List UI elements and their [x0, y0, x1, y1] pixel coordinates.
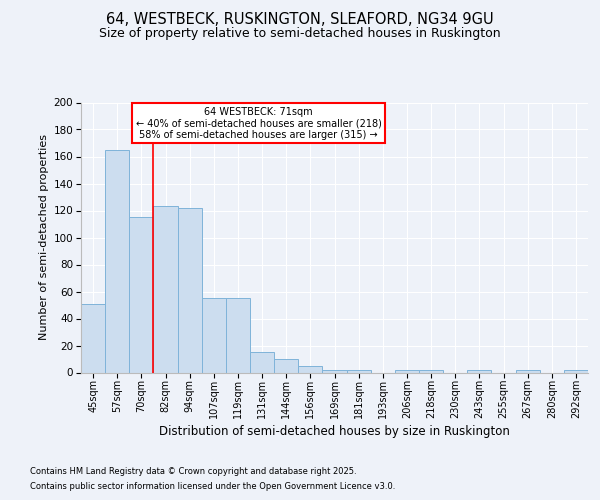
Bar [226, 298, 250, 372]
Bar [178, 208, 202, 372]
Text: Size of property relative to semi-detached houses in Ruskington: Size of property relative to semi-detach… [99, 28, 501, 40]
Bar [81, 304, 105, 372]
Y-axis label: Number of semi-detached properties: Number of semi-detached properties [40, 134, 49, 340]
Text: Contains public sector information licensed under the Open Government Licence v3: Contains public sector information licen… [30, 482, 395, 491]
Bar [515, 370, 540, 372]
Bar [347, 370, 371, 372]
Bar [395, 370, 419, 372]
Text: Contains HM Land Registry data © Crown copyright and database right 2025.: Contains HM Land Registry data © Crown c… [30, 467, 356, 476]
Bar [298, 366, 322, 372]
Bar [129, 217, 154, 372]
Bar [202, 298, 226, 372]
Bar [154, 206, 178, 372]
Bar [564, 370, 588, 372]
Text: 64, WESTBECK, RUSKINGTON, SLEAFORD, NG34 9GU: 64, WESTBECK, RUSKINGTON, SLEAFORD, NG34… [106, 12, 494, 28]
Bar [105, 150, 129, 372]
Bar [419, 370, 443, 372]
X-axis label: Distribution of semi-detached houses by size in Ruskington: Distribution of semi-detached houses by … [159, 425, 510, 438]
Bar [274, 359, 298, 372]
Text: 64 WESTBECK: 71sqm
← 40% of semi-detached houses are smaller (218)
58% of semi-d: 64 WESTBECK: 71sqm ← 40% of semi-detache… [136, 106, 382, 140]
Bar [467, 370, 491, 372]
Bar [322, 370, 347, 372]
Bar [250, 352, 274, 372]
